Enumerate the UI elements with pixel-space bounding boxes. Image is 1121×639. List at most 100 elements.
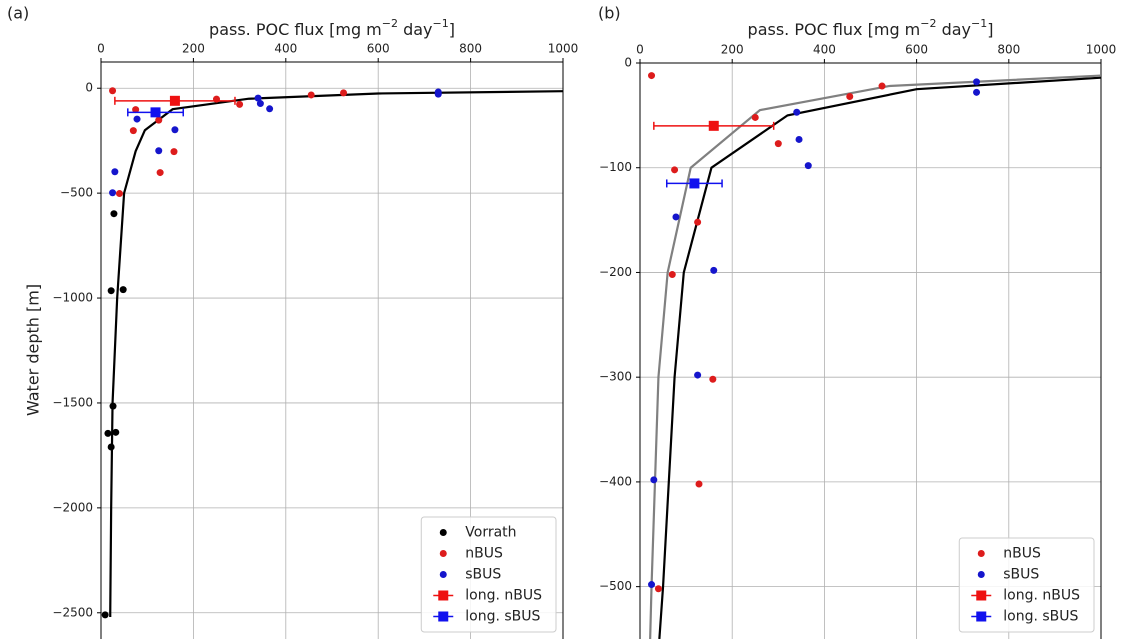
data-point bbox=[878, 82, 886, 90]
data-point bbox=[694, 218, 702, 226]
panel: 0 200 400 600 800 1000 −500 −400 −300 −200 −100 0 (b… bbox=[598, 4, 1116, 639]
data-point bbox=[236, 100, 244, 108]
legend-label: long. sBUS bbox=[465, 609, 540, 625]
data-point bbox=[109, 189, 117, 197]
x-tick-label: 200 bbox=[182, 42, 205, 56]
data-point bbox=[973, 88, 981, 96]
y-tick-label: 0 bbox=[624, 56, 632, 70]
x-axis-label-part: −2 bbox=[382, 17, 398, 30]
data-point bbox=[307, 91, 315, 99]
legend-label: sBUS bbox=[1003, 567, 1039, 583]
mean-marker bbox=[689, 178, 700, 189]
fit-curve bbox=[109, 90, 563, 617]
plot-area bbox=[648, 72, 1101, 639]
data-point bbox=[133, 115, 141, 123]
data-point bbox=[668, 271, 676, 279]
mean-marker bbox=[169, 95, 180, 106]
x-tick-label: 0 bbox=[97, 42, 105, 56]
mean-marker bbox=[708, 120, 719, 131]
y-tick-label: −2500 bbox=[52, 605, 93, 619]
data-point bbox=[795, 135, 803, 143]
y-tick-label: −1000 bbox=[52, 291, 93, 305]
legend-label: long. sBUS bbox=[1003, 609, 1078, 625]
legend-label: nBUS bbox=[465, 546, 503, 562]
y-tick-label: −2000 bbox=[52, 500, 93, 514]
data-point bbox=[213, 95, 220, 103]
data-point bbox=[648, 581, 656, 589]
x-tick-label: 600 bbox=[367, 42, 390, 56]
data-point bbox=[171, 126, 179, 134]
x-tick-label: 1000 bbox=[1086, 43, 1117, 57]
x-axis-label-part: −1 bbox=[433, 17, 449, 30]
data-point bbox=[654, 585, 662, 593]
axes-frame bbox=[639, 62, 1102, 639]
legend-label: nBUS bbox=[1003, 546, 1041, 562]
data-point bbox=[104, 429, 112, 437]
data-point bbox=[254, 94, 262, 102]
legend-box bbox=[958, 537, 1095, 633]
y-tick-label: −100 bbox=[599, 160, 632, 174]
legend-swatch bbox=[438, 611, 449, 622]
data-point bbox=[671, 166, 679, 174]
x-axis-label-part: ] bbox=[449, 20, 455, 39]
x-tick-label: 600 bbox=[905, 43, 928, 57]
data-point bbox=[846, 93, 854, 101]
data-point bbox=[129, 127, 137, 135]
data-point bbox=[155, 147, 163, 155]
x-axis-label-part: day bbox=[398, 20, 433, 39]
x-axis-label-part: −2 bbox=[920, 17, 936, 30]
x-tick-label: 800 bbox=[997, 43, 1020, 57]
data-point bbox=[648, 72, 656, 80]
x-axis-label-part: ] bbox=[987, 20, 993, 39]
x-axis-label: pass. POC flux [mg m−2 day−1] bbox=[209, 17, 455, 39]
legend-label: Vorrath bbox=[465, 525, 516, 541]
fit-curve bbox=[649, 74, 1101, 639]
data-point bbox=[650, 476, 658, 484]
data-point bbox=[709, 375, 717, 383]
mean-marker bbox=[150, 107, 161, 118]
data-point bbox=[112, 428, 120, 436]
panel-label: (b) bbox=[598, 4, 621, 23]
data-point bbox=[155, 116, 163, 124]
axes-frame bbox=[100, 61, 564, 639]
legend-label: long. nBUS bbox=[465, 588, 542, 604]
data-point bbox=[109, 87, 117, 95]
data-point bbox=[973, 78, 981, 86]
legend: Vorrath nBUS sBUS long. nBUS long. sBUS bbox=[420, 516, 557, 633]
data-point bbox=[434, 90, 442, 98]
x-axis-label-part: pass. POC flux [mg m bbox=[209, 20, 382, 39]
data-point bbox=[340, 89, 348, 97]
panel: 0 200 400 600 800 1000 −2500 −2000 −1500 −1000 −50… bbox=[7, 4, 578, 639]
data-point bbox=[804, 162, 812, 170]
data-point bbox=[156, 169, 164, 177]
data-point bbox=[751, 113, 759, 121]
data-point bbox=[109, 402, 117, 410]
legend-swatch bbox=[438, 590, 449, 601]
x-tick-label: 400 bbox=[813, 43, 836, 57]
x-tick-label: 1000 bbox=[548, 42, 579, 56]
x-tick-label: 200 bbox=[721, 43, 744, 57]
legend-swatch bbox=[977, 550, 985, 557]
data-point bbox=[110, 210, 118, 218]
data-point bbox=[101, 611, 109, 619]
y-tick-label: −300 bbox=[599, 370, 632, 384]
y-tick-label: −1500 bbox=[52, 395, 93, 409]
x-tick-label: 800 bbox=[459, 42, 482, 56]
data-point bbox=[170, 148, 178, 156]
y-tick-label: −200 bbox=[599, 265, 632, 279]
data-point bbox=[774, 140, 782, 148]
legend-label: sBUS bbox=[465, 567, 501, 583]
x-axis-label-part: −1 bbox=[971, 17, 987, 30]
legend-swatch bbox=[976, 590, 987, 601]
x-tick-label: 0 bbox=[636, 43, 644, 57]
data-point bbox=[694, 371, 702, 379]
legend: nBUS sBUS long. nBUS long. sBUS bbox=[958, 537, 1095, 633]
data-point bbox=[107, 287, 115, 295]
x-tick-label: 400 bbox=[274, 42, 297, 56]
plot-area bbox=[101, 87, 563, 619]
data-point bbox=[695, 480, 703, 488]
data-point bbox=[119, 286, 127, 294]
y-tick-label: −500 bbox=[60, 186, 93, 200]
data-point bbox=[256, 100, 264, 108]
